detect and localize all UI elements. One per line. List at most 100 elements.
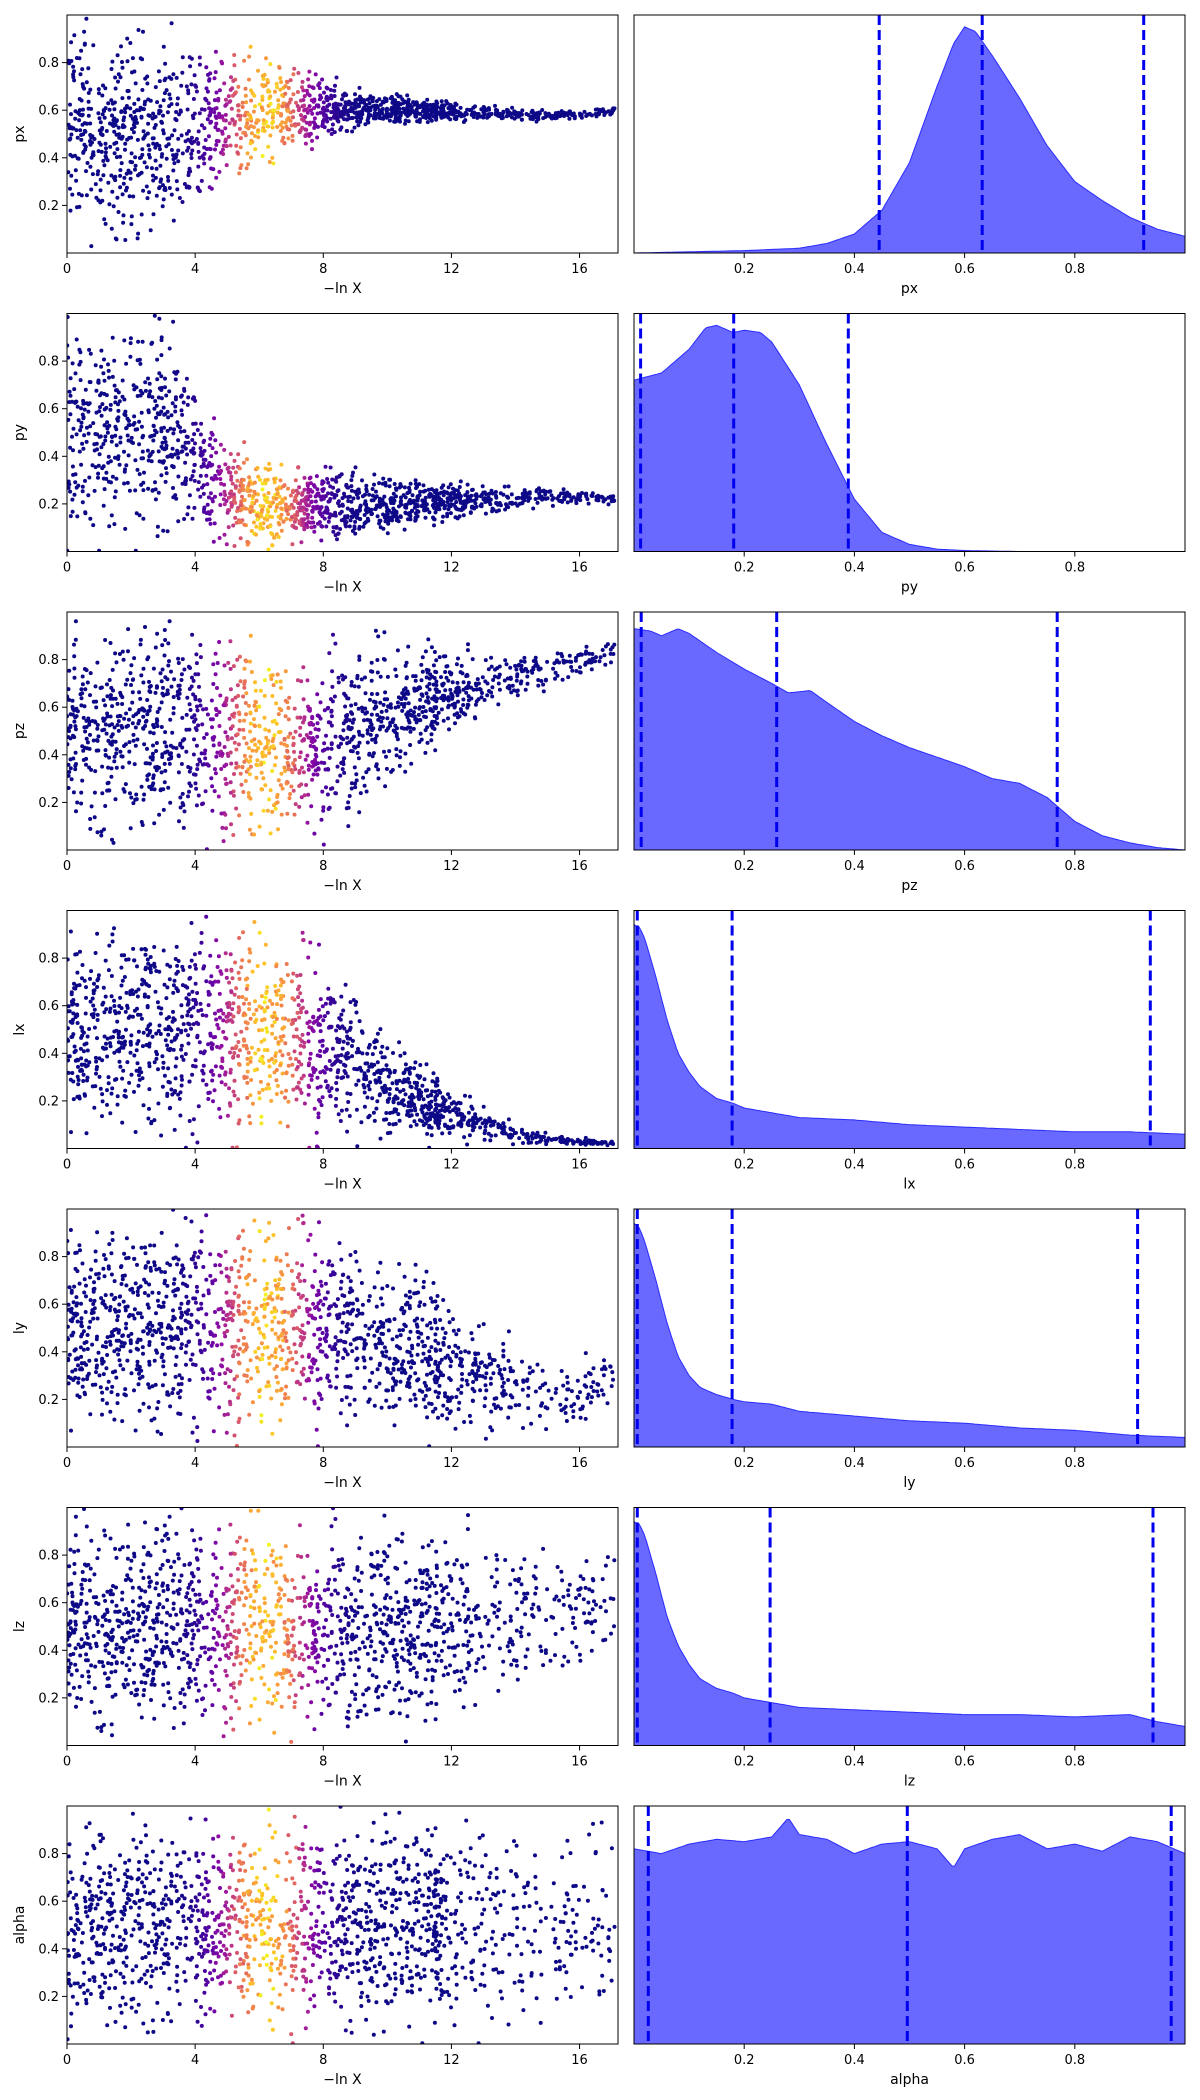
scatter-point xyxy=(232,1051,237,1055)
scatter-point xyxy=(185,452,190,457)
scatter-point xyxy=(154,403,159,408)
scatter-point xyxy=(242,718,247,723)
scatter-point xyxy=(238,771,243,776)
scatter-point xyxy=(67,170,71,175)
scatter-point xyxy=(341,93,346,98)
scatter-point xyxy=(237,654,242,659)
scatter-point xyxy=(357,657,362,662)
scatter-point xyxy=(95,738,100,743)
scatter-point xyxy=(313,768,318,773)
scatter-point xyxy=(297,130,302,135)
scatter-point xyxy=(504,662,509,667)
scatter-point xyxy=(129,795,134,800)
scatter-point xyxy=(254,513,259,518)
scatter-point xyxy=(71,707,76,712)
scatter-point xyxy=(229,477,234,482)
scatter-point xyxy=(92,448,97,453)
scatter-point xyxy=(389,705,393,710)
scatter-point xyxy=(114,476,119,481)
scatter-point xyxy=(259,508,264,513)
scatter-point xyxy=(172,128,177,133)
scatter-panel-pz: 0 4 8 12 160.20.40.60.8−ln Xpz xyxy=(12,611,619,894)
scatter-point xyxy=(474,687,479,692)
scatter-point xyxy=(369,660,374,665)
scatter-point xyxy=(510,500,514,505)
scatter-point xyxy=(72,642,76,647)
scatter-point xyxy=(272,480,277,485)
scatter-point xyxy=(378,116,383,121)
scatter-point xyxy=(310,777,315,782)
scatter-point xyxy=(248,633,253,638)
scatter-point xyxy=(403,751,408,756)
scatter-point xyxy=(266,547,271,552)
scatter-point xyxy=(105,426,110,431)
scatter-point xyxy=(209,454,214,459)
scatter-point xyxy=(585,112,590,117)
scatter-point xyxy=(456,656,460,661)
scatter-point xyxy=(88,693,92,698)
scatter-point xyxy=(312,738,317,743)
scatter-point xyxy=(611,494,616,499)
scatter-point xyxy=(156,412,161,417)
scatter-point xyxy=(291,788,296,793)
scatter-xtick-label: 0 xyxy=(63,859,71,874)
scatter-point xyxy=(310,111,315,116)
scatter-ytick-label: 0.6 xyxy=(38,402,59,417)
scatter-point xyxy=(342,494,347,499)
scatter-point xyxy=(207,106,212,111)
scatter-point xyxy=(176,159,181,164)
scatter-point xyxy=(256,474,261,479)
scatter-point xyxy=(439,675,443,680)
scatter-point xyxy=(433,719,437,724)
scatter-point xyxy=(191,997,196,1002)
scatter-point xyxy=(97,140,102,145)
scatter-point xyxy=(439,707,444,712)
scatter-point xyxy=(317,86,322,91)
scatter-point xyxy=(416,509,421,514)
scatter-point xyxy=(169,21,174,26)
scatter-point xyxy=(375,712,380,717)
scatter-point xyxy=(136,173,140,178)
scatter-point xyxy=(337,102,342,107)
scatter-point xyxy=(247,746,251,751)
scatter-point xyxy=(167,659,171,664)
scatter-point xyxy=(106,765,111,770)
scatter-point xyxy=(321,119,325,124)
scatter-point xyxy=(427,681,432,686)
scatter-point xyxy=(91,738,96,743)
scatter-point xyxy=(233,484,238,489)
scatter-point xyxy=(414,107,419,112)
scatter-point xyxy=(114,660,119,665)
scatter-point xyxy=(70,712,75,717)
scatter-point xyxy=(155,377,160,382)
scatter-point xyxy=(76,1064,80,1069)
scatter-point xyxy=(248,116,253,121)
scatter-point xyxy=(505,685,510,690)
scatter-point xyxy=(391,728,396,733)
scatter-point xyxy=(195,767,200,772)
scatter-point xyxy=(315,521,320,526)
scatter-point xyxy=(343,522,348,527)
scatter-point xyxy=(80,674,85,679)
scatter-point xyxy=(362,105,367,110)
scatter-point xyxy=(272,1020,277,1025)
scatter-point xyxy=(279,506,284,511)
scatter-point xyxy=(95,726,100,731)
scatter-point xyxy=(167,92,172,97)
scatter-point xyxy=(178,743,183,748)
scatter-point xyxy=(352,526,357,531)
scatter-point xyxy=(169,76,174,81)
scatter-point xyxy=(241,488,246,492)
scatter-point xyxy=(418,697,423,702)
scatter-point xyxy=(539,679,544,683)
scatter-point xyxy=(240,765,245,770)
scatter-point xyxy=(308,475,313,480)
scatter-point xyxy=(148,730,153,735)
scatter-point xyxy=(179,393,184,398)
scatter-point xyxy=(116,719,121,724)
scatter-point xyxy=(87,380,92,384)
scatter-point xyxy=(432,523,436,528)
scatter-point xyxy=(123,110,128,115)
scatter-point xyxy=(403,111,408,116)
scatter-point xyxy=(116,457,121,461)
